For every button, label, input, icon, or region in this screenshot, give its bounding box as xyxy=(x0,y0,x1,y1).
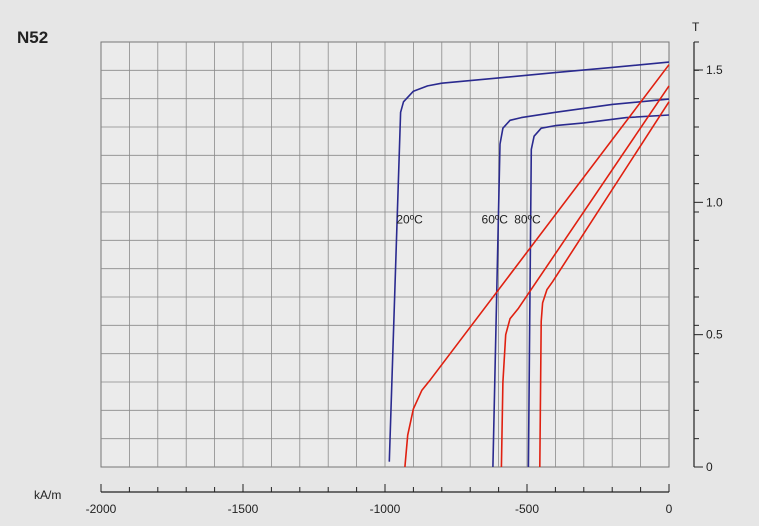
y-tick-label: 1.0 xyxy=(706,195,723,209)
curve-b-80 xyxy=(539,101,670,468)
temperature-label: 80ºC xyxy=(514,213,541,227)
x-tick-label: -1000 xyxy=(370,502,401,516)
x-axis: -2000 -1500 -1000 -500 0 xyxy=(86,484,673,516)
y-tick-label: 0.5 xyxy=(706,328,723,342)
curve-b-20 xyxy=(404,64,670,468)
x-tick-label: -500 xyxy=(515,502,539,516)
temperature-label: 60ºC xyxy=(482,213,509,227)
curve-b-60 xyxy=(500,85,670,468)
y-tick-label: 1.5 xyxy=(706,63,723,77)
temperature-label: 20ºC xyxy=(396,213,423,227)
y-axis-label: T xyxy=(692,20,700,34)
y-axis: 0 0.5 1.0 1.5 xyxy=(693,41,723,474)
grid-lines xyxy=(101,42,669,467)
curve-j-60 xyxy=(492,98,670,468)
x-axis-label: kA/m xyxy=(34,488,61,502)
curves xyxy=(388,61,670,468)
curve-j-20 xyxy=(388,61,670,462)
curve-j-80 xyxy=(527,114,670,468)
x-tick-label: -2000 xyxy=(86,502,117,516)
chart-title: N52 xyxy=(17,28,48,47)
y-tick-label: 0 xyxy=(706,460,713,474)
x-tick-label: 0 xyxy=(666,502,673,516)
x-tick-label: -1500 xyxy=(228,502,259,516)
annotations: 20ºC 60ºC 80ºC xyxy=(396,213,541,227)
